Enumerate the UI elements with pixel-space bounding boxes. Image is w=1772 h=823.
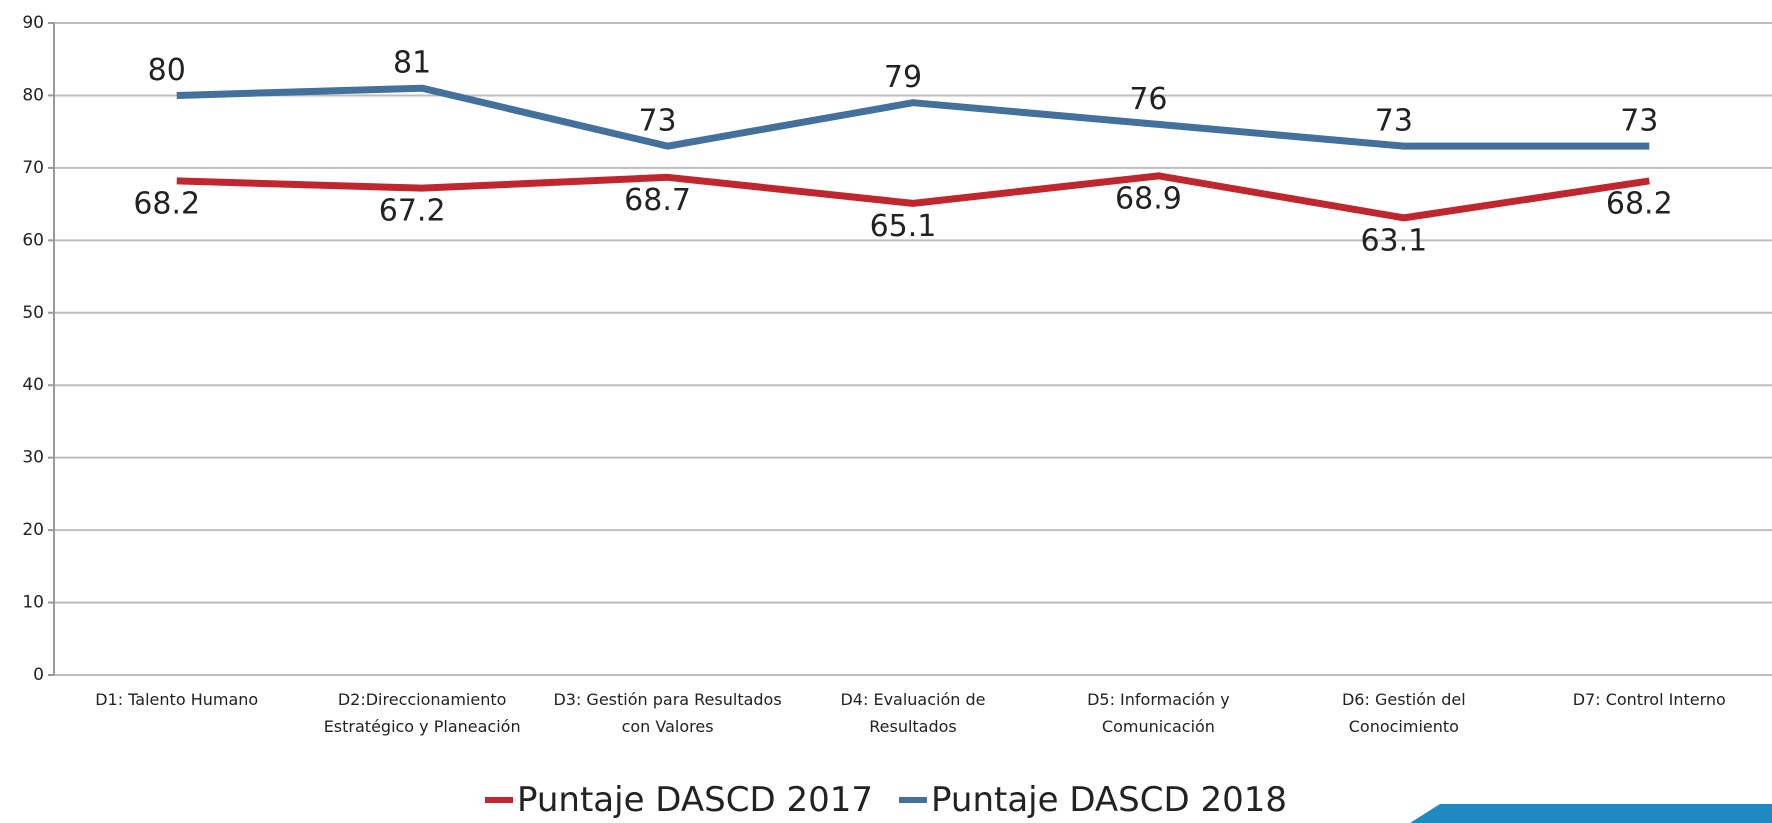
legend-label: Puntaje DASCD 2017 bbox=[516, 780, 873, 820]
series-line bbox=[176, 172, 1650, 222]
legend-swatch bbox=[484, 797, 513, 803]
y-tick-label: 60 bbox=[22, 230, 44, 250]
x-tick-label: D3: Gestión para Resultados con Valores bbox=[553, 690, 782, 736]
x-tick-label: D6: Gestión del Conocimiento bbox=[1341, 690, 1466, 736]
data-label: 80 bbox=[148, 53, 186, 88]
x-tick-label: D2:Direccionamiento Estratégico y Planea… bbox=[323, 690, 521, 736]
y-tick-label: 10 bbox=[22, 593, 44, 613]
y-tick-label: 70 bbox=[22, 158, 44, 178]
y-tick-label: 30 bbox=[22, 448, 44, 468]
series-line bbox=[176, 84, 1650, 150]
data-label: 65.1 bbox=[870, 209, 937, 244]
data-label: 81 bbox=[393, 46, 431, 81]
x-tick-label: D4: Evaluación de Resultados bbox=[840, 690, 986, 736]
legend: Puntaje DASCD 2017 Puntaje DASCD 2018 bbox=[0, 780, 1772, 820]
y-tick-label: 90 bbox=[22, 13, 44, 33]
x-tick-label: D1: Talento Humano bbox=[95, 690, 259, 709]
data-label: 68.7 bbox=[624, 183, 691, 218]
y-tick-label: 0 bbox=[33, 665, 44, 685]
data-label: 79 bbox=[884, 60, 922, 95]
data-label: 73 bbox=[1620, 104, 1658, 139]
data-label: 67.2 bbox=[379, 194, 446, 229]
data-label: 68.2 bbox=[133, 186, 200, 221]
x-tick-label: D7: Control Interno bbox=[1572, 690, 1726, 709]
decoration bbox=[1410, 804, 1772, 823]
data-label: 73 bbox=[1375, 104, 1413, 139]
y-tick-label: 40 bbox=[22, 375, 44, 395]
data-label: 63.1 bbox=[1360, 223, 1427, 258]
y-tick-label: 50 bbox=[22, 303, 44, 323]
data-label: 68.2 bbox=[1606, 186, 1673, 221]
data-label: 76 bbox=[1129, 82, 1167, 117]
data-label: 73 bbox=[638, 104, 676, 139]
y-tick-label: 20 bbox=[22, 520, 44, 540]
y-tick-label: 80 bbox=[22, 85, 44, 105]
x-tick-label: D5: Información y Comunicación bbox=[1087, 690, 1230, 736]
legend-entry: Puntaje DASCD 2018 bbox=[899, 780, 1287, 820]
legend-swatch bbox=[899, 797, 927, 803]
legend-label: Puntaje DASCD 2018 bbox=[931, 780, 1288, 820]
data-label: 68.9 bbox=[1115, 181, 1182, 216]
legend-entry: Puntaje DASCD 2017 bbox=[484, 780, 873, 820]
